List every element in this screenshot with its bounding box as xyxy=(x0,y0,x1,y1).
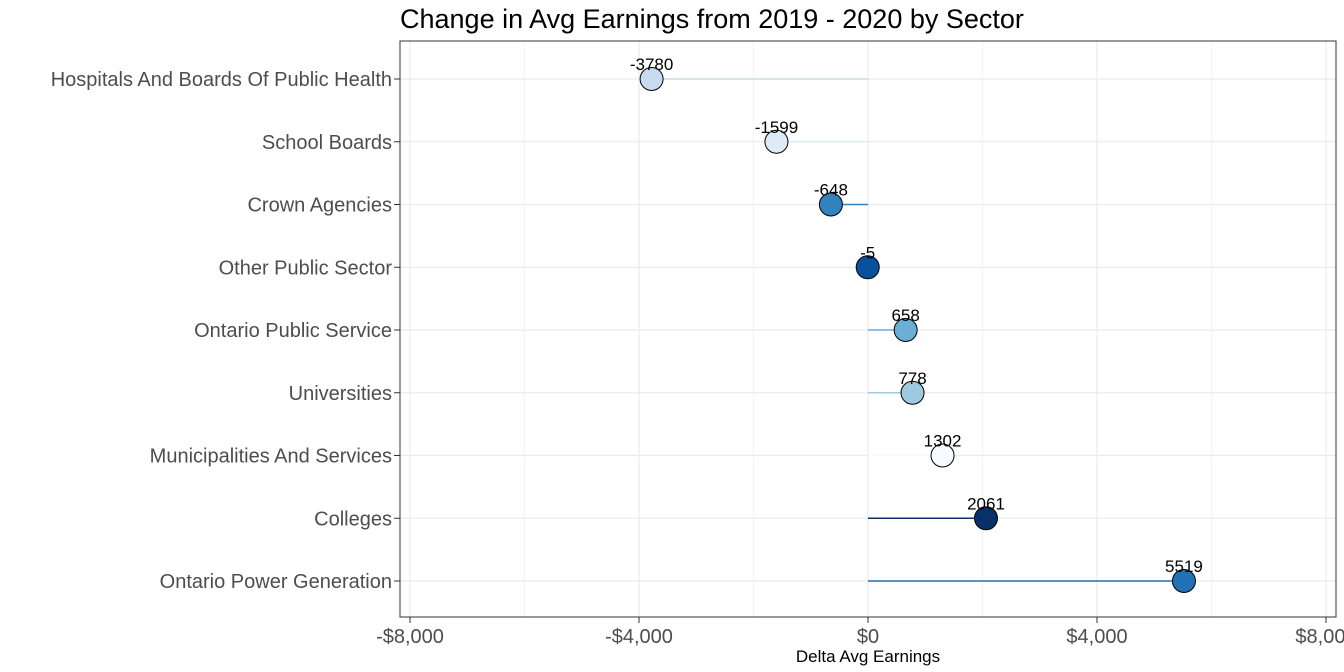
data-label: 658 xyxy=(891,306,919,325)
category-label: Universities xyxy=(289,383,392,405)
chart-title: Change in Avg Earnings from 2019 - 2020 … xyxy=(400,4,1024,34)
category-label: Ontario Public Service xyxy=(194,320,392,342)
data-label: 2061 xyxy=(967,494,1005,513)
x-tick-label: $0 xyxy=(857,626,879,648)
category-label: Crown Agencies xyxy=(247,195,392,217)
x-tick-label: $8,000 xyxy=(1295,626,1344,648)
data-label: 1302 xyxy=(924,432,962,451)
category-label: Hospitals And Boards Of Public Health xyxy=(51,69,392,91)
category-label: Colleges xyxy=(314,508,392,530)
category-label: Municipalities And Services xyxy=(150,446,392,468)
data-label: 778 xyxy=(898,369,926,388)
data-label: -1599 xyxy=(755,118,798,137)
x-tick-label: -$8,000 xyxy=(376,626,444,648)
x-tick-label: -$4,000 xyxy=(605,626,673,648)
data-label: -648 xyxy=(814,181,848,200)
data-label: 5519 xyxy=(1165,557,1203,576)
category-label: Ontario Power Generation xyxy=(160,571,392,593)
category-label: School Boards xyxy=(262,132,392,154)
x-tick-label: $4,000 xyxy=(1066,626,1127,648)
data-label: -5 xyxy=(860,243,875,262)
category-label: Other Public Sector xyxy=(219,257,393,279)
data-label: -3780 xyxy=(630,55,673,74)
x-axis-title: Delta Avg Earnings xyxy=(796,647,940,666)
